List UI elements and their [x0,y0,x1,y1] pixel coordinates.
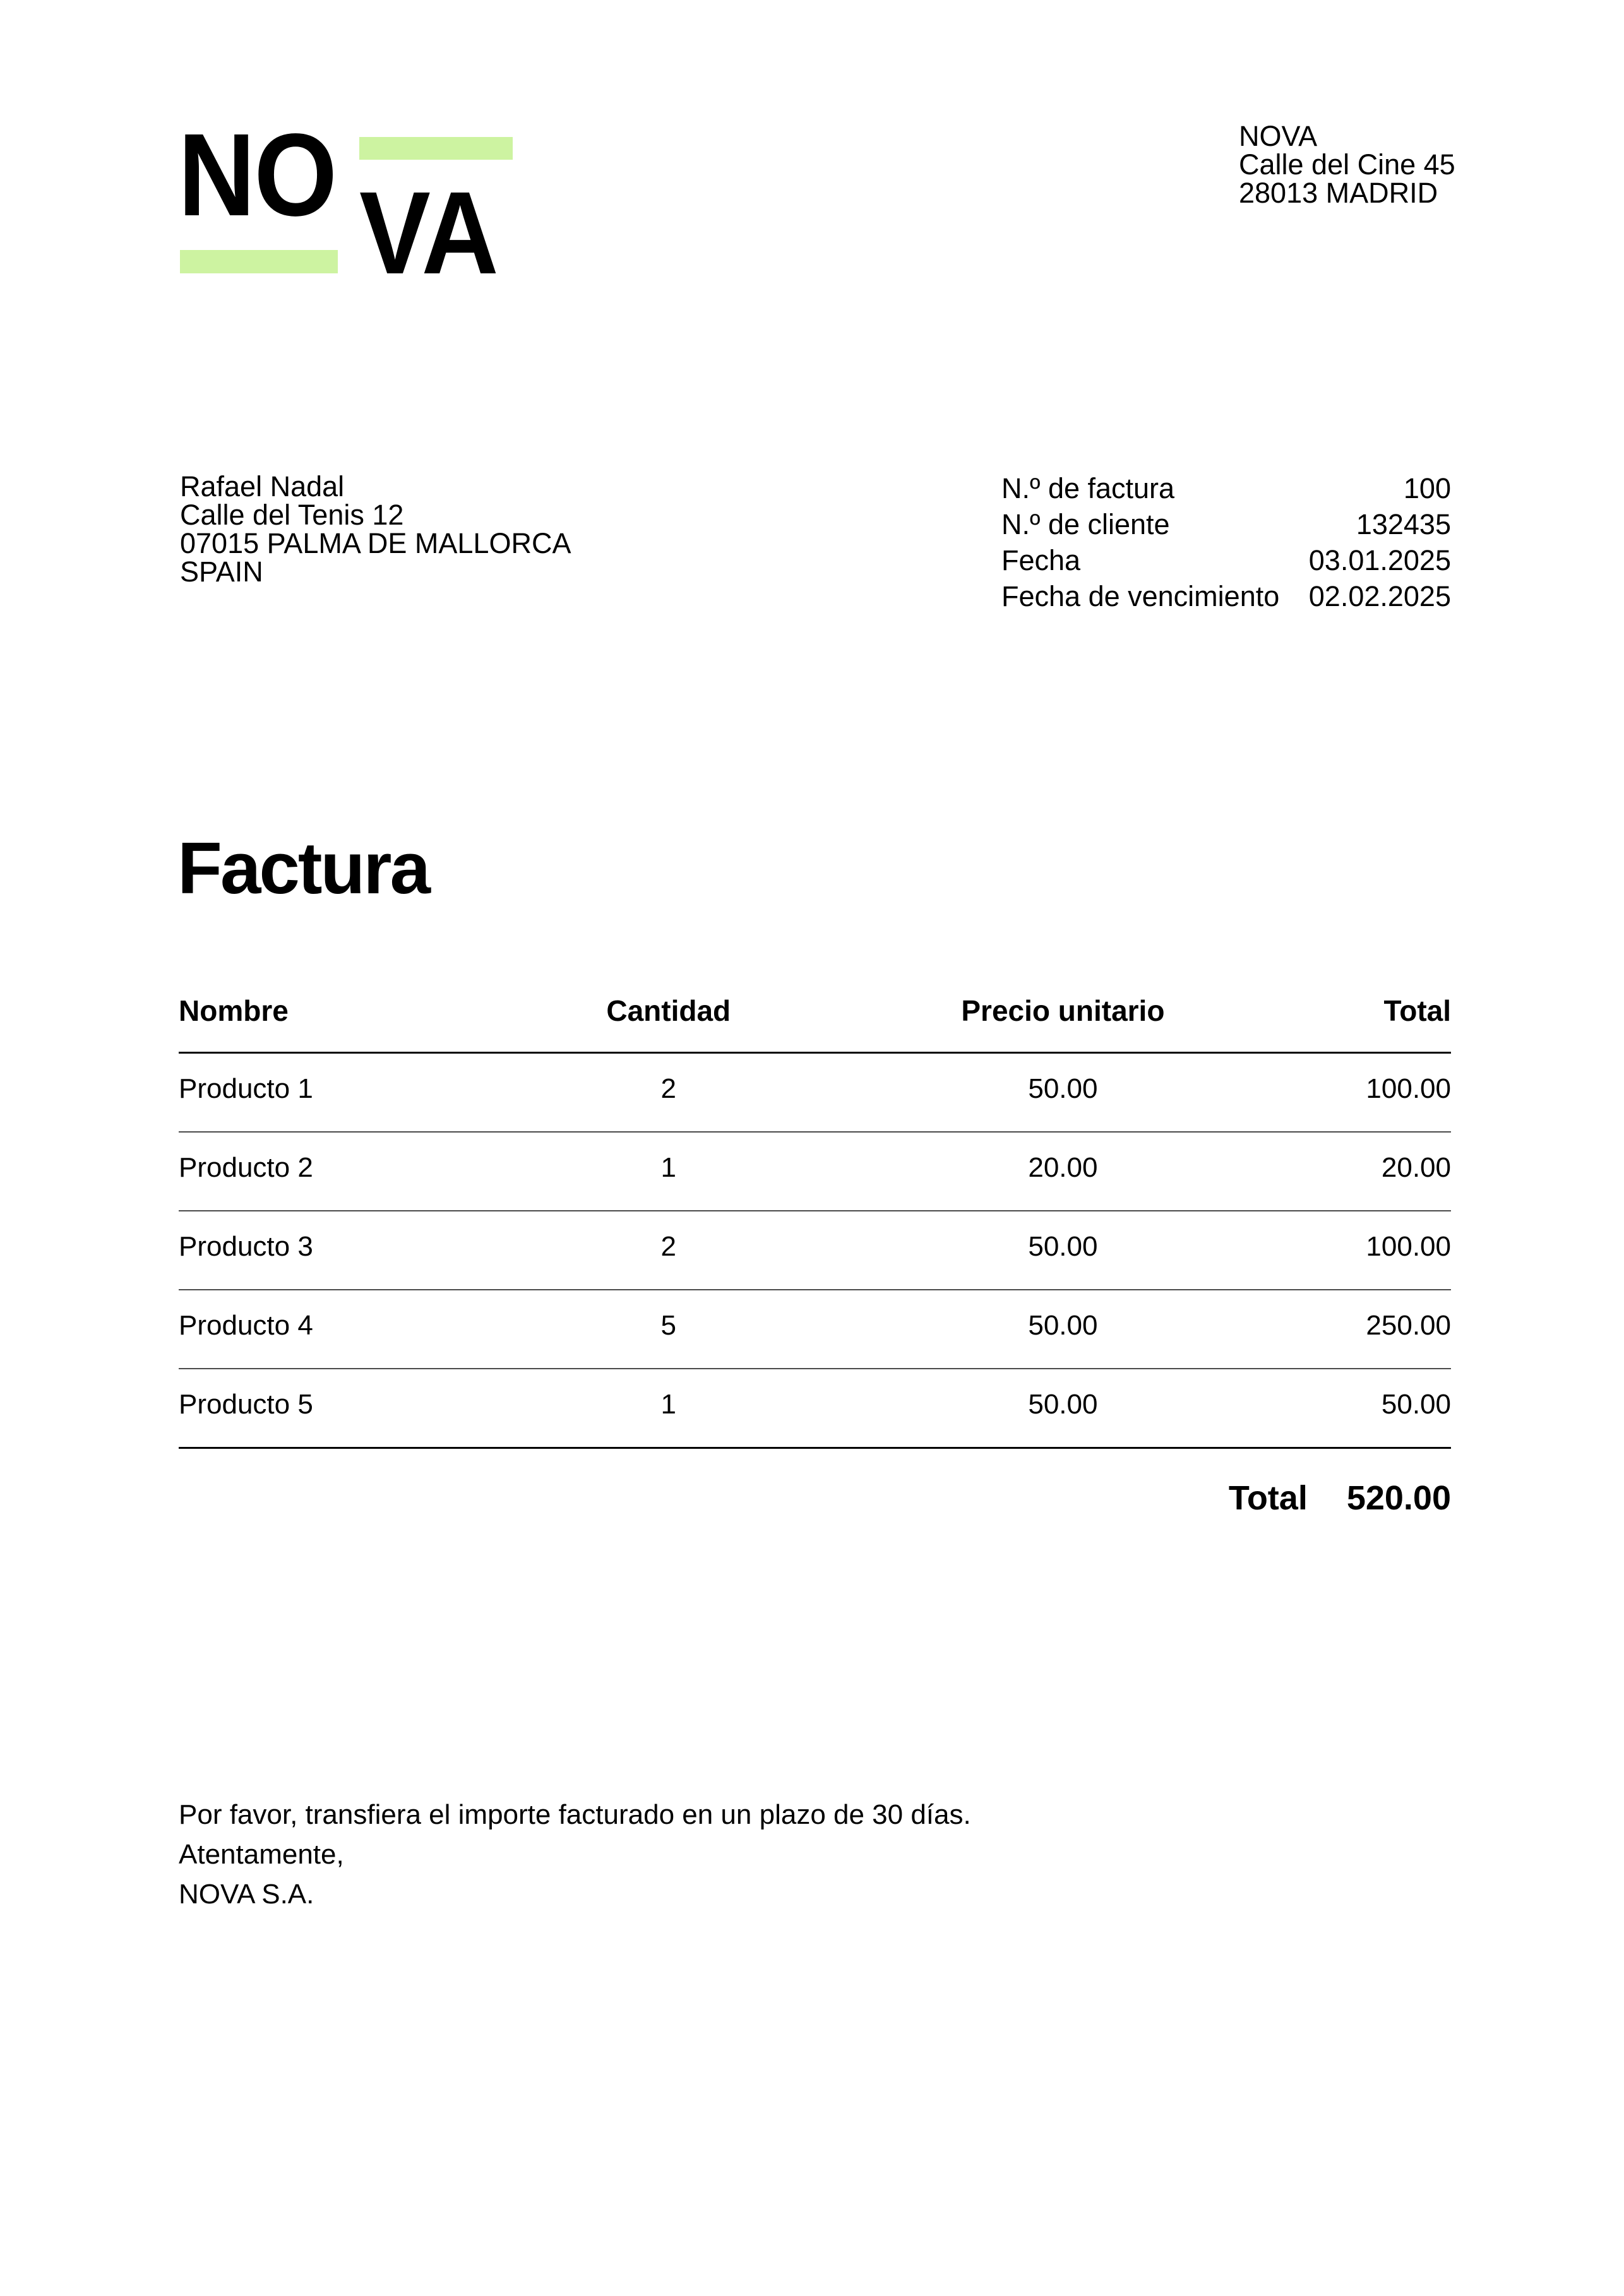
logo-text-no: NO [178,110,337,241]
item-total: 100.00 [1311,1052,1451,1133]
item-quantity: 2 [522,1211,815,1290]
item-quantity: 2 [522,1052,815,1133]
table-row: Producto 1 2 50.00 100.00 [179,1052,1451,1133]
meta-row-date: Fecha 03.01.2025 [1001,542,1451,578]
items-table: Nombre Cantidad Precio unitario Total Pr… [179,996,1451,1449]
payment-terms-text: Por favor, transfiera el importe factura… [179,1799,971,1830]
logo-accent-bar-top [359,137,513,160]
company-city: 28013 MADRID [1239,177,1438,209]
item-unit-price: 50.00 [815,1369,1311,1449]
item-unit-price: 50.00 [815,1211,1311,1290]
customer-number-label: N.º de cliente [1001,508,1170,540]
recipient-street: Calle del Tenis 12 [180,499,404,531]
column-header-total: Total [1311,996,1451,1054]
invoice-number-value: 100 [1403,472,1451,504]
meta-row-invoice-number: N.º de factura 100 [1001,470,1451,506]
item-unit-price: 50.00 [815,1052,1311,1133]
signature-company: NOVA S.A. [179,1879,314,1910]
date-value: 03.01.2025 [1308,544,1451,576]
item-name: Producto 3 [179,1211,523,1290]
company-name: NOVA [1239,120,1318,152]
items-header-row: Nombre Cantidad Precio unitario Total [179,996,1451,1054]
table-row: Producto 4 5 50.00 250.00 [179,1290,1451,1369]
table-row: Producto 5 1 50.00 50.00 [179,1369,1451,1449]
item-name: Producto 4 [179,1290,523,1369]
footer-note: Por favor, transfiera el importe factura… [179,1795,971,1914]
item-name: Producto 5 [179,1369,523,1449]
invoice-title: Factura [177,827,431,909]
customer-number-value: 132435 [1356,508,1451,540]
company-street: Calle del Cine 45 [1239,148,1455,181]
meta-row-customer-number: N.º de cliente 132435 [1001,506,1451,542]
column-header-quantity: Cantidad [522,996,815,1054]
meta-row-due-date: Fecha de vencimiento 02.02.2025 [1001,578,1451,614]
item-unit-price: 50.00 [815,1290,1311,1369]
item-total: 100.00 [1311,1211,1451,1290]
recipient-city: 07015 PALMA DE MALLORCA [180,527,571,559]
logo-text-va: VA [359,168,499,299]
due-date-value: 02.02.2025 [1308,580,1451,612]
table-row: Producto 3 2 50.00 100.00 [179,1211,1451,1290]
due-date-label: Fecha de vencimiento [1001,580,1280,612]
recipient-address-block: Rafael Nadal Calle del Tenis 12 07015 PA… [180,472,571,586]
item-total: 50.00 [1311,1369,1451,1449]
item-total: 20.00 [1311,1132,1451,1211]
item-name: Producto 2 [179,1132,523,1211]
invoice-meta-block: N.º de factura 100 N.º de cliente 132435… [1001,470,1451,614]
logo-accent-bar-bottom [180,250,338,273]
company-address-block: NOVA Calle del Cine 45 28013 MADRID [1239,122,1455,207]
recipient-name: Rafael Nadal [180,470,345,503]
column-header-name: Nombre [179,996,523,1054]
column-header-unit-price: Precio unitario [815,996,1311,1054]
item-unit-price: 20.00 [815,1132,1311,1211]
invoice-total-row: Total 520.00 [179,1481,1451,1515]
item-total: 250.00 [1311,1290,1451,1369]
grand-total-value: 520.00 [1346,1479,1451,1517]
item-quantity: 5 [522,1290,815,1369]
date-label: Fecha [1001,544,1081,576]
item-quantity: 1 [522,1369,815,1449]
invoice-number-label: N.º de factura [1001,472,1175,504]
nova-logo: NO VA [178,117,518,292]
table-row: Producto 2 1 20.00 20.00 [179,1132,1451,1211]
grand-total-label: Total [1228,1479,1308,1517]
item-name: Producto 1 [179,1052,523,1133]
recipient-country: SPAIN [180,556,263,588]
closing-text: Atentamente, [179,1839,344,1870]
item-quantity: 1 [522,1132,815,1211]
